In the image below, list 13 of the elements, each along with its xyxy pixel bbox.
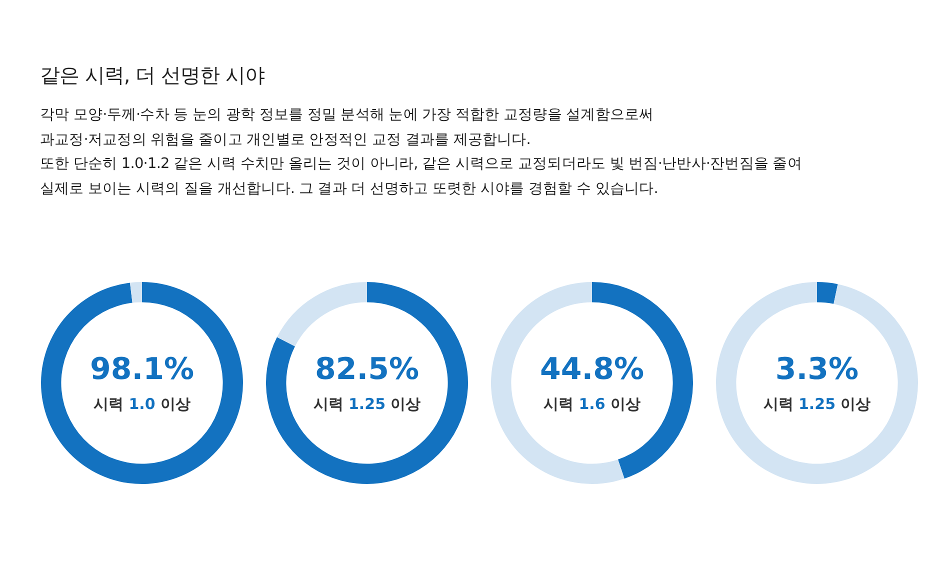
data-label: 3.3%	[775, 352, 859, 387]
slice-label: 시력 1.6 이상	[543, 394, 641, 413]
slice-label: 시력 1.25 이상	[313, 394, 421, 413]
data-label: 82.5%	[314, 352, 420, 387]
text: 실제로 보이는 시력의 질을 개선합니다. 그 결과 더 선명하고 또렷한 시야를 경험할 수 있습니다.	[40, 180, 659, 198]
text: 같은 시력, 더 선명한 시야	[40, 62, 266, 89]
text: 또한 단순히 1.0·1.2 같은 시력 수치만 올리는 것이 아니라, 같은 시력으로 교정되더라도 빛 번짐·난반사·잔번짐을 줄여	[40, 155, 803, 174]
text: 과교정·저교정의 위험을 줄이고 개인별로 안정적인 교정 결과를 제공합니다.	[40, 130, 532, 150]
text: 각막 모양·두께·수차 등 눈의 광학 정보를 정밀 분석해 눈에 가장 적합한 교정량을 설계함으로써	[40, 106, 655, 125]
data-label: 98.1%	[90, 352, 194, 387]
slice-label: 시력 1.25 이상	[763, 394, 871, 413]
slice-label: 시력 1.0 이상	[93, 394, 191, 413]
data-label: 44.8%	[540, 352, 644, 387]
